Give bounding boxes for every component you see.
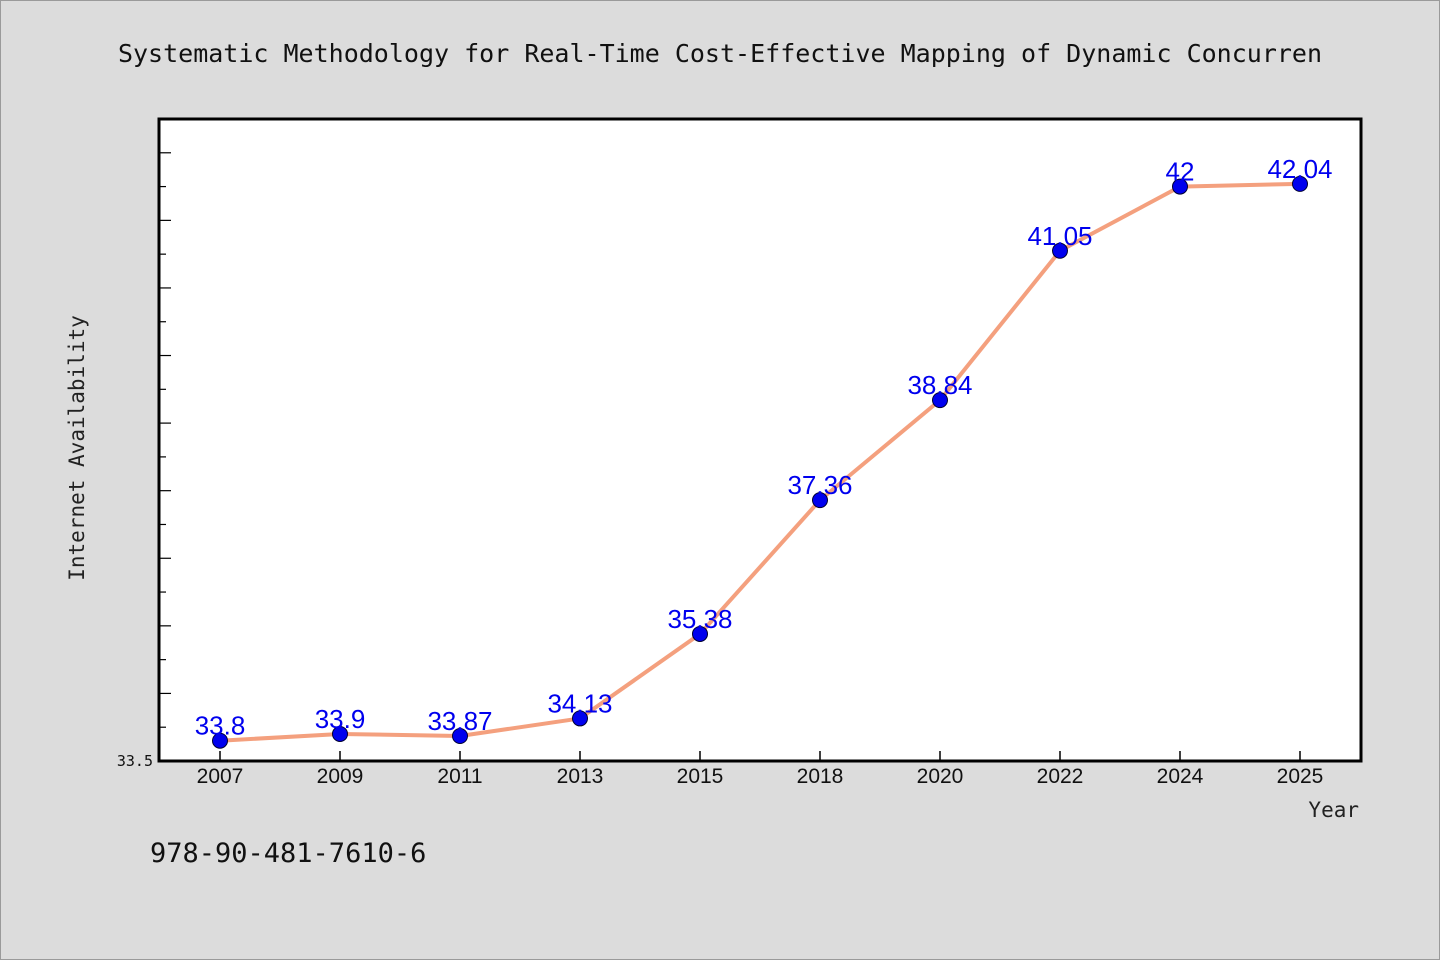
data-point bbox=[1052, 242, 1068, 259]
data-point bbox=[1172, 178, 1188, 195]
data-point bbox=[212, 732, 228, 749]
chart-title: Systematic Methodology for Real-Time Cos… bbox=[118, 39, 1322, 68]
data-point bbox=[812, 492, 828, 509]
data-label: 42.04 bbox=[1267, 154, 1332, 184]
isbn-text: 978-90-481-7610-6 bbox=[150, 838, 426, 869]
data-label: 37.36 bbox=[787, 470, 852, 500]
x-tick-label: 2011 bbox=[437, 765, 482, 788]
y-axis-minor-ticks bbox=[159, 152, 171, 762]
x-tick-label: 2018 bbox=[797, 765, 844, 788]
data-label: 42 bbox=[1166, 157, 1195, 187]
x-tick-label: 2013 bbox=[557, 765, 604, 788]
data-label: 33.8 bbox=[195, 711, 246, 741]
plot-area bbox=[157, 117, 1363, 763]
data-labels: 33.8 33.9 33.87 34.13 35.38 37.36 38.84 41.05 42… bbox=[195, 154, 1333, 741]
data-point bbox=[572, 710, 588, 727]
data-point bbox=[692, 625, 708, 642]
y-tick-label: 33.5 bbox=[117, 752, 153, 770]
x-axis-label: Year bbox=[1308, 798, 1359, 822]
x-tick-label: 2007 bbox=[197, 765, 244, 788]
data-label: 38.84 bbox=[907, 370, 972, 400]
x-tick-label: 2024 bbox=[1157, 765, 1204, 788]
data-point bbox=[932, 392, 948, 409]
x-tick-label: 2020 bbox=[917, 765, 964, 788]
data-label: 35.38 bbox=[667, 604, 732, 634]
data-label: 34.13 bbox=[547, 688, 612, 718]
data-label: 33.9 bbox=[315, 704, 366, 734]
x-tick-label: 2022 bbox=[1037, 765, 1084, 788]
y-axis-label: Internet Availability bbox=[65, 315, 89, 581]
x-tick-label: 2009 bbox=[317, 765, 364, 788]
data-label: 33.87 bbox=[427, 706, 492, 736]
data-point bbox=[332, 725, 348, 742]
data-point bbox=[1292, 175, 1308, 192]
x-axis-ticks bbox=[219, 751, 1301, 761]
x-tick-label: 2015 bbox=[677, 765, 724, 788]
x-tick-label: 2025 bbox=[1277, 765, 1324, 788]
y-axis-tick-labels: 33.5 bbox=[117, 752, 153, 770]
data-point bbox=[452, 727, 468, 744]
series-line bbox=[219, 181, 1301, 743]
series-layer bbox=[212, 175, 1308, 749]
data-label: 41.05 bbox=[1027, 221, 1092, 251]
x-axis-tick-labels: 2007 2009 2011 2013 2015 2018 2020 2022 2024 2025 bbox=[197, 765, 1324, 788]
